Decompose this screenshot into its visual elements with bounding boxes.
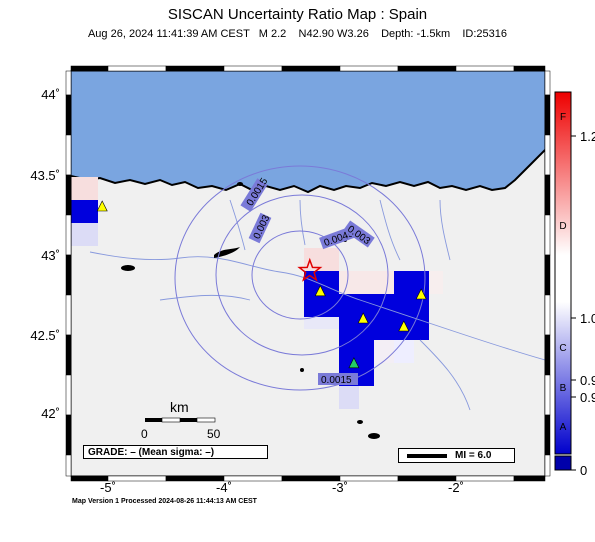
colorbar: F D C B A 1.2 1.0 0.9 0.9 0	[554, 91, 595, 478]
colorbar-value: 0.9	[580, 390, 595, 405]
station-triangle-icon	[415, 288, 427, 300]
lat-label: 42.5˚	[30, 328, 60, 343]
uncertainty-contours	[174, 165, 426, 391]
colorbar-value: 1.0	[580, 311, 595, 326]
frame-ticks	[65, 65, 551, 482]
stations	[96, 200, 427, 369]
mi-legend: MI = 6.0	[398, 448, 515, 463]
grade-box: GRADE: – (Mean sigma: –)	[83, 445, 268, 459]
lat-label: 43.5˚	[30, 168, 60, 183]
lon-label: -5˚	[100, 480, 116, 495]
scale-unit: km	[170, 399, 189, 415]
grade-letter: B	[560, 383, 567, 394]
grade-letter: F	[560, 112, 566, 123]
scale-tick: 0	[141, 427, 148, 441]
grade-letter: A	[560, 422, 567, 433]
map-title: SISCAN Uncertainty Ratio Map : Spain	[167, 6, 428, 23]
station-triangle-icon	[96, 200, 108, 212]
coastline	[71, 149, 545, 194]
lat-axis: 44˚ 43.5˚ 43˚ 42.5˚ 42˚	[30, 87, 60, 421]
station-triangle-icon	[314, 285, 326, 297]
rivers	[89, 199, 545, 411]
epicenter	[297, 257, 323, 282]
reservoirs	[121, 182, 380, 439]
lon-label: -2˚	[448, 480, 464, 495]
scale-bar: km 0 50	[141, 399, 221, 441]
star-icon	[297, 257, 323, 282]
station-triangle-icon	[357, 312, 369, 324]
station-triangle-icon	[398, 320, 410, 332]
footer-text: Map Version 1 Processed 2024-08-26 11:44…	[72, 498, 257, 505]
map-subtitle: Aug 26, 2024 11:41:39 AM CEST M 2.2 N42.…	[87, 28, 508, 40]
lat-label: 44˚	[41, 87, 60, 102]
lon-label: -3˚	[332, 480, 348, 495]
sea-area	[71, 71, 545, 192]
grade-letter: D	[559, 221, 566, 232]
lon-label: -4˚	[216, 480, 232, 495]
lon-axis: -5˚ -4˚ -3˚ -2˚	[100, 480, 464, 495]
grade-letter: C	[559, 343, 566, 354]
station-triangle-icon	[348, 357, 360, 369]
colorbar-value: 0	[580, 463, 587, 478]
lat-label: 43˚	[41, 248, 60, 263]
scale-tick: 50	[207, 427, 221, 441]
mi-line-icon	[407, 454, 447, 458]
mi-label: MI = 6.0	[455, 450, 492, 461]
colorbar-value: 0.9	[580, 373, 595, 388]
lat-label: 42˚	[41, 406, 60, 421]
contour-label: 0.0015	[321, 375, 352, 386]
colorbar-value: 1.2	[580, 129, 595, 144]
